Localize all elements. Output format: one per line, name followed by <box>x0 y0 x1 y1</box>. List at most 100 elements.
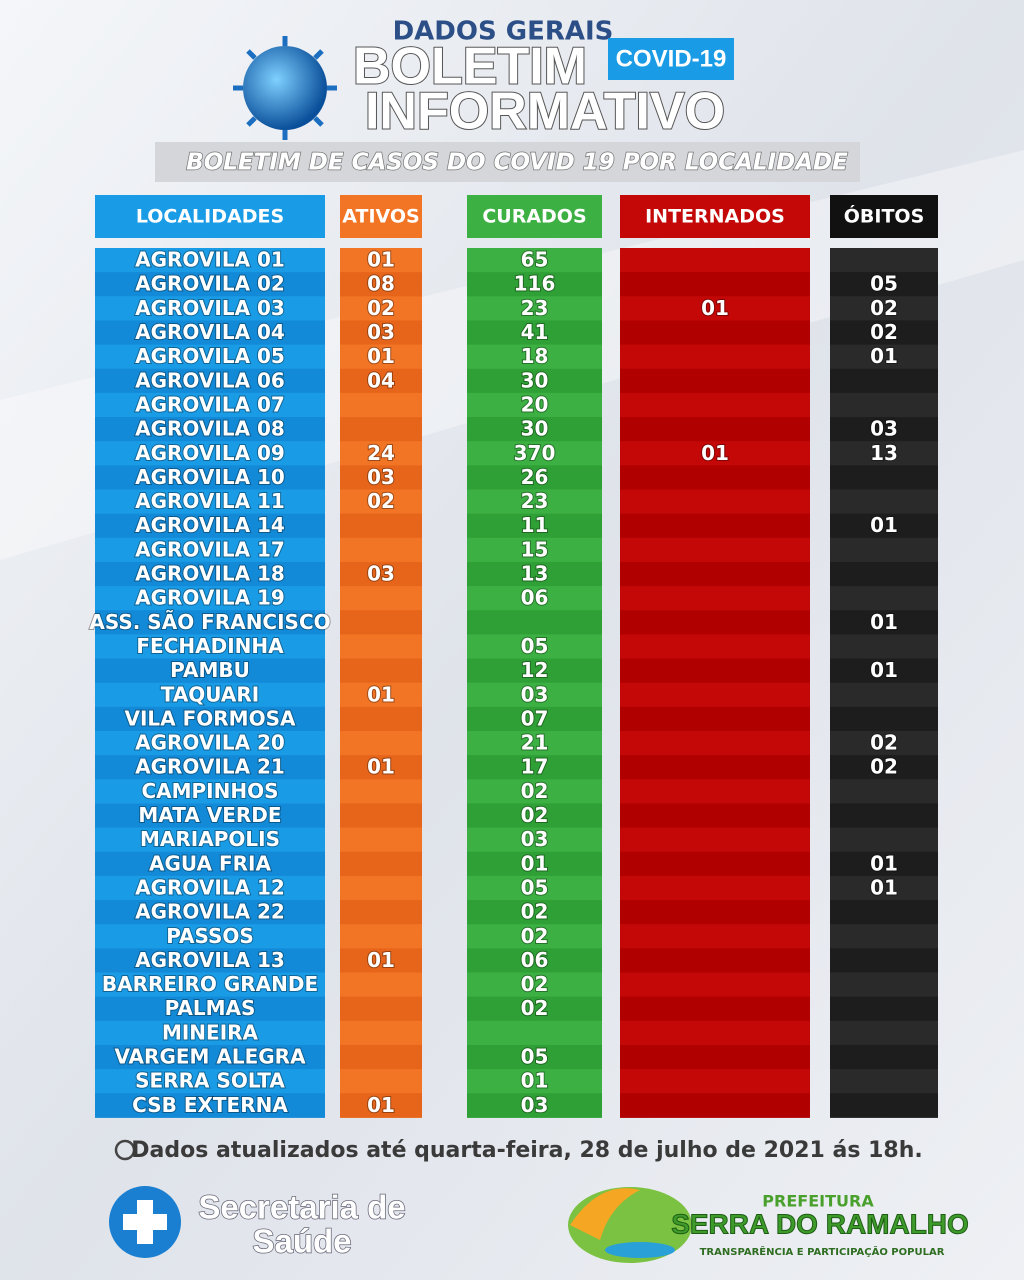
locality: AGROVILA 08 <box>135 417 285 441</box>
row-stripe <box>467 634 602 660</box>
row-stripe <box>340 755 422 780</box>
row-stripe <box>95 827 325 853</box>
cell-value: 01 <box>701 296 729 320</box>
row-stripe <box>620 465 810 490</box>
column-header-bg <box>620 195 810 238</box>
row-stripe <box>340 465 422 490</box>
row-stripe <box>95 924 325 949</box>
badge: COVID-19 <box>616 45 727 72</box>
row-stripe <box>620 1069 810 1094</box>
title-line1: BOLETIM <box>353 38 587 96</box>
row-stripe <box>830 586 938 611</box>
row-stripe <box>467 900 602 925</box>
cell-value: 03 <box>521 1093 549 1117</box>
row-stripe <box>620 755 810 780</box>
row-stripe <box>95 320 325 346</box>
locality: AGROVILA 17 <box>135 537 285 561</box>
row-stripe <box>95 996 325 1022</box>
row-stripe <box>467 392 602 418</box>
cell-value: 07 <box>521 706 549 730</box>
locality: AGROVILA 20 <box>135 731 285 755</box>
row-stripe <box>830 344 938 370</box>
cell-value: 06 <box>521 948 549 972</box>
row-stripe <box>95 610 325 635</box>
cell-value: 13 <box>521 562 549 586</box>
row-stripe <box>467 368 602 394</box>
row-stripe <box>830 610 938 635</box>
row-stripe <box>620 803 810 829</box>
row-stripe <box>620 417 810 442</box>
row-stripe <box>95 1093 325 1118</box>
locality: AGROVILA 09 <box>135 441 285 465</box>
row-stripe <box>830 948 938 973</box>
cell-value: 03 <box>367 562 395 586</box>
row-stripe <box>95 634 325 660</box>
cell-value: 20 <box>521 392 549 416</box>
row-stripe <box>830 1044 938 1070</box>
row-stripe <box>620 924 810 949</box>
row-stripe <box>340 1020 422 1046</box>
cell-value: 15 <box>521 537 549 561</box>
row-stripe <box>620 658 810 684</box>
row-stripe <box>340 561 422 587</box>
locality: PASSOS <box>166 924 254 948</box>
secretaria-line2: Saúde <box>252 1223 351 1260</box>
row-stripe <box>95 658 325 684</box>
row-stripe <box>620 392 810 418</box>
row-stripe <box>830 634 938 660</box>
row-stripe <box>340 392 422 418</box>
row-stripe <box>467 1020 602 1046</box>
cell-value: 08 <box>367 272 395 296</box>
row-stripe <box>830 875 938 901</box>
locality: MATA VERDE <box>138 803 281 827</box>
cell-value: 26 <box>521 465 549 489</box>
row-stripe <box>830 561 938 587</box>
locality: AGROVILA 19 <box>135 586 285 610</box>
row-stripe <box>340 513 422 539</box>
row-stripe <box>620 900 810 925</box>
row-stripe <box>467 272 602 297</box>
subtitle-bar <box>155 142 860 182</box>
locality: MARIAPOLIS <box>140 827 280 851</box>
row-stripe <box>467 320 602 346</box>
row-stripe <box>830 972 938 998</box>
row-stripe <box>95 1044 325 1070</box>
cell-value: 05 <box>521 1045 549 1069</box>
locality: AGROVILA 12 <box>135 875 285 899</box>
row-stripe <box>830 682 938 708</box>
locality: VARGEM ALEGRA <box>114 1045 306 1069</box>
cell-value: 30 <box>521 368 549 392</box>
row-stripe <box>95 900 325 925</box>
cell-value: 23 <box>521 296 549 320</box>
cell-value: 02 <box>521 803 549 827</box>
row-stripe <box>620 296 810 321</box>
locality: AGROVILA 02 <box>135 272 285 296</box>
cell-value: 05 <box>521 875 549 899</box>
cell-value: 03 <box>367 320 395 344</box>
row-stripe <box>340 248 422 273</box>
row-stripe <box>340 851 422 877</box>
secretaria-logo <box>109 1186 181 1258</box>
row-stripe <box>830 417 938 442</box>
row-stripe <box>467 1069 602 1094</box>
virus-icon <box>233 36 337 140</box>
cell-value: 02 <box>870 296 898 320</box>
cell-value: 01 <box>367 248 395 272</box>
cell-value: 11 <box>521 513 549 537</box>
cell-value: 03 <box>521 682 549 706</box>
row-stripe <box>620 972 810 998</box>
row-stripe <box>467 803 602 829</box>
row-stripe <box>830 441 938 466</box>
row-stripe <box>830 731 938 756</box>
locality: AGROVILA 04 <box>135 320 285 344</box>
row-stripe <box>830 827 938 853</box>
row-stripe <box>620 682 810 708</box>
cell-value: 03 <box>870 417 898 441</box>
row-stripe <box>620 513 810 539</box>
clock-icon <box>114 1139 136 1161</box>
badge-bg <box>608 38 734 80</box>
column-header: ÓBITOS <box>844 204 925 228</box>
locality: AGROVILA 21 <box>135 755 285 779</box>
row-stripe <box>467 875 602 901</box>
